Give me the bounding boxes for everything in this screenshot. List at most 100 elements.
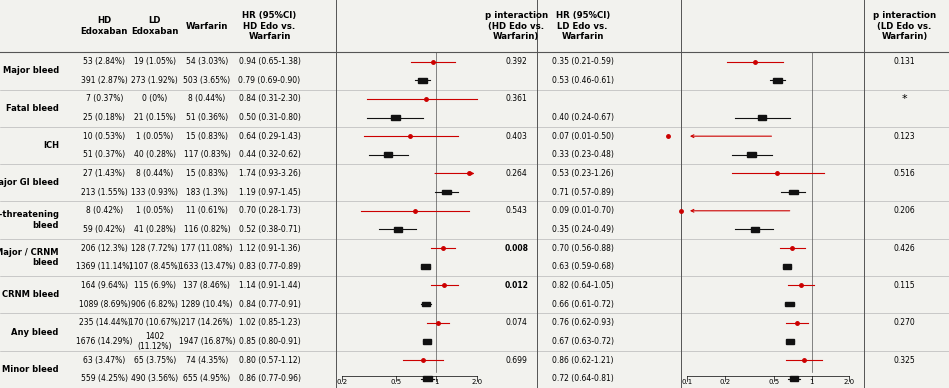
Text: 0.85 (0.80-0.91): 0.85 (0.80-0.91) bbox=[238, 337, 301, 346]
Text: 0.80 (0.57-1.12): 0.80 (0.57-1.12) bbox=[239, 355, 300, 364]
Text: 27 (1.43%): 27 (1.43%) bbox=[84, 169, 125, 178]
Text: 0.84 (0.31-2.30): 0.84 (0.31-2.30) bbox=[238, 94, 301, 103]
Text: 0.53 (0.23-1.26): 0.53 (0.23-1.26) bbox=[551, 169, 614, 178]
Text: 21 (0.15%): 21 (0.15%) bbox=[134, 113, 176, 122]
Text: 0.63 (0.59-0.68): 0.63 (0.59-0.68) bbox=[551, 262, 614, 271]
Text: 1: 1 bbox=[435, 379, 438, 385]
Bar bbox=[423, 376, 432, 381]
Text: 0.07 (0.01-0.50): 0.07 (0.01-0.50) bbox=[551, 132, 614, 141]
Text: 1 (0.05%): 1 (0.05%) bbox=[136, 206, 174, 215]
Text: 1.19 (0.97-1.45): 1.19 (0.97-1.45) bbox=[238, 188, 301, 197]
Text: 1289 (10.4%): 1289 (10.4%) bbox=[181, 300, 233, 308]
Text: p interaction
(HD Edo vs.
Warfarin): p interaction (HD Edo vs. Warfarin) bbox=[485, 11, 548, 41]
Text: 1369 (11.14%): 1369 (11.14%) bbox=[76, 262, 133, 271]
Text: 128 (7.72%): 128 (7.72%) bbox=[131, 244, 178, 253]
Text: 490 (3.56%): 490 (3.56%) bbox=[131, 374, 178, 383]
Text: 63 (3.47%): 63 (3.47%) bbox=[84, 355, 125, 364]
Text: 74 (4.35%): 74 (4.35%) bbox=[186, 355, 228, 364]
Text: 54 (3.03%): 54 (3.03%) bbox=[186, 57, 228, 66]
Text: 0.699: 0.699 bbox=[505, 355, 528, 364]
Text: 2.0: 2.0 bbox=[472, 379, 483, 385]
Bar bbox=[786, 339, 794, 344]
Text: 25 (0.18%): 25 (0.18%) bbox=[84, 113, 125, 122]
Text: 170 (10.67%): 170 (10.67%) bbox=[129, 318, 180, 327]
Text: 0.53 (0.46-0.61): 0.53 (0.46-0.61) bbox=[551, 76, 614, 85]
Text: 0.2: 0.2 bbox=[336, 379, 347, 385]
Text: 0.86 (0.62-1.21): 0.86 (0.62-1.21) bbox=[552, 355, 613, 364]
Text: 7 (0.37%): 7 (0.37%) bbox=[85, 94, 123, 103]
Text: 40 (0.28%): 40 (0.28%) bbox=[134, 150, 176, 159]
Text: 59 (0.42%): 59 (0.42%) bbox=[84, 225, 125, 234]
Bar bbox=[790, 376, 798, 381]
Text: 177 (11.08%): 177 (11.08%) bbox=[181, 244, 233, 253]
Bar bbox=[785, 302, 793, 307]
Text: 391 (2.87%): 391 (2.87%) bbox=[81, 76, 128, 85]
Bar bbox=[751, 227, 759, 232]
Text: 1676 (14.29%): 1676 (14.29%) bbox=[76, 337, 133, 346]
Text: p interaction
(LD Edo vs.
Warfarin): p interaction (LD Edo vs. Warfarin) bbox=[873, 11, 936, 41]
Text: CRNM bleed: CRNM bleed bbox=[2, 290, 59, 299]
Text: 0.71 (0.57-0.89): 0.71 (0.57-0.89) bbox=[551, 188, 614, 197]
Text: 0.64 (0.29-1.43): 0.64 (0.29-1.43) bbox=[238, 132, 301, 141]
Text: Life-threatening
bleed: Life-threatening bleed bbox=[0, 210, 59, 230]
Bar bbox=[783, 264, 791, 269]
Text: 0.79 (0.69-0.90): 0.79 (0.69-0.90) bbox=[238, 76, 301, 85]
Text: Major / CRNM
bleed: Major / CRNM bleed bbox=[0, 248, 59, 267]
Text: 0.008: 0.008 bbox=[504, 244, 529, 253]
Text: 0.70 (0.56-0.88): 0.70 (0.56-0.88) bbox=[551, 244, 614, 253]
Text: 217 (14.26%): 217 (14.26%) bbox=[181, 318, 233, 327]
Text: 115 (6.9%): 115 (6.9%) bbox=[134, 281, 176, 290]
Text: 183 (1.3%): 183 (1.3%) bbox=[186, 188, 228, 197]
Text: Major GI bleed: Major GI bleed bbox=[0, 178, 59, 187]
Text: 0.70 (0.28-1.73): 0.70 (0.28-1.73) bbox=[238, 206, 301, 215]
Text: 0.2: 0.2 bbox=[719, 379, 730, 385]
Text: HR (95%CI)
HD Edo vs.
Warfarin: HR (95%CI) HD Edo vs. Warfarin bbox=[242, 11, 297, 41]
Text: 0.84 (0.77-0.91): 0.84 (0.77-0.91) bbox=[238, 300, 301, 308]
Text: 0.264: 0.264 bbox=[506, 169, 527, 178]
Text: 8 (0.44%): 8 (0.44%) bbox=[188, 94, 226, 103]
Text: 116 (0.82%): 116 (0.82%) bbox=[183, 225, 231, 234]
Text: 206 (12.3%): 206 (12.3%) bbox=[81, 244, 128, 253]
Bar bbox=[394, 227, 402, 232]
Text: 117 (0.83%): 117 (0.83%) bbox=[183, 150, 231, 159]
Text: 655 (4.95%): 655 (4.95%) bbox=[183, 374, 231, 383]
Text: 0.012: 0.012 bbox=[504, 281, 529, 290]
Text: 213 (1.55%): 213 (1.55%) bbox=[81, 188, 128, 197]
Text: 41 (0.28%): 41 (0.28%) bbox=[134, 225, 176, 234]
Text: 8 (0.42%): 8 (0.42%) bbox=[85, 206, 123, 215]
Text: 0.131: 0.131 bbox=[894, 57, 915, 66]
Text: 0.361: 0.361 bbox=[506, 94, 527, 103]
Text: 0 (0%): 0 (0%) bbox=[142, 94, 167, 103]
Text: 15 (0.83%): 15 (0.83%) bbox=[186, 169, 228, 178]
Text: 0.1: 0.1 bbox=[681, 379, 693, 385]
Bar bbox=[422, 302, 431, 307]
Text: 53 (2.84%): 53 (2.84%) bbox=[84, 57, 125, 66]
Text: 503 (3.65%): 503 (3.65%) bbox=[183, 76, 231, 85]
Text: 0.35 (0.24-0.49): 0.35 (0.24-0.49) bbox=[551, 225, 614, 234]
Text: 51 (0.37%): 51 (0.37%) bbox=[84, 150, 125, 159]
Text: 1089 (8.69%): 1089 (8.69%) bbox=[79, 300, 130, 308]
Text: 0.76 (0.62-0.93): 0.76 (0.62-0.93) bbox=[551, 318, 614, 327]
Text: Any bleed: Any bleed bbox=[11, 327, 59, 336]
Text: 0.325: 0.325 bbox=[894, 355, 915, 364]
Text: 1 (0.05%): 1 (0.05%) bbox=[136, 132, 174, 141]
Bar bbox=[419, 78, 427, 83]
Text: 2.0: 2.0 bbox=[844, 379, 855, 385]
Text: 0.50 (0.31-0.80): 0.50 (0.31-0.80) bbox=[238, 113, 301, 122]
Text: 1402
(11.12%): 1402 (11.12%) bbox=[138, 332, 172, 351]
Text: 559 (4.25%): 559 (4.25%) bbox=[81, 374, 128, 383]
Text: 1107 (8.45%): 1107 (8.45%) bbox=[129, 262, 180, 271]
Bar bbox=[773, 78, 782, 83]
Text: 0.52 (0.38-0.71): 0.52 (0.38-0.71) bbox=[238, 225, 301, 234]
Bar bbox=[421, 264, 430, 269]
Text: 0.44 (0.32-0.62): 0.44 (0.32-0.62) bbox=[238, 150, 301, 159]
Text: 0.83 (0.77-0.89): 0.83 (0.77-0.89) bbox=[238, 262, 301, 271]
Text: 1633 (13.47%): 1633 (13.47%) bbox=[178, 262, 235, 271]
Text: 65 (3.75%): 65 (3.75%) bbox=[134, 355, 176, 364]
Text: Fatal bleed: Fatal bleed bbox=[6, 104, 59, 113]
Text: 10 (0.53%): 10 (0.53%) bbox=[84, 132, 125, 141]
Text: 0.33 (0.23-0.48): 0.33 (0.23-0.48) bbox=[551, 150, 614, 159]
Text: 0.426: 0.426 bbox=[894, 244, 915, 253]
Text: 0.94 (0.65-1.38): 0.94 (0.65-1.38) bbox=[238, 57, 301, 66]
Text: 1.12 (0.91-1.36): 1.12 (0.91-1.36) bbox=[239, 244, 300, 253]
